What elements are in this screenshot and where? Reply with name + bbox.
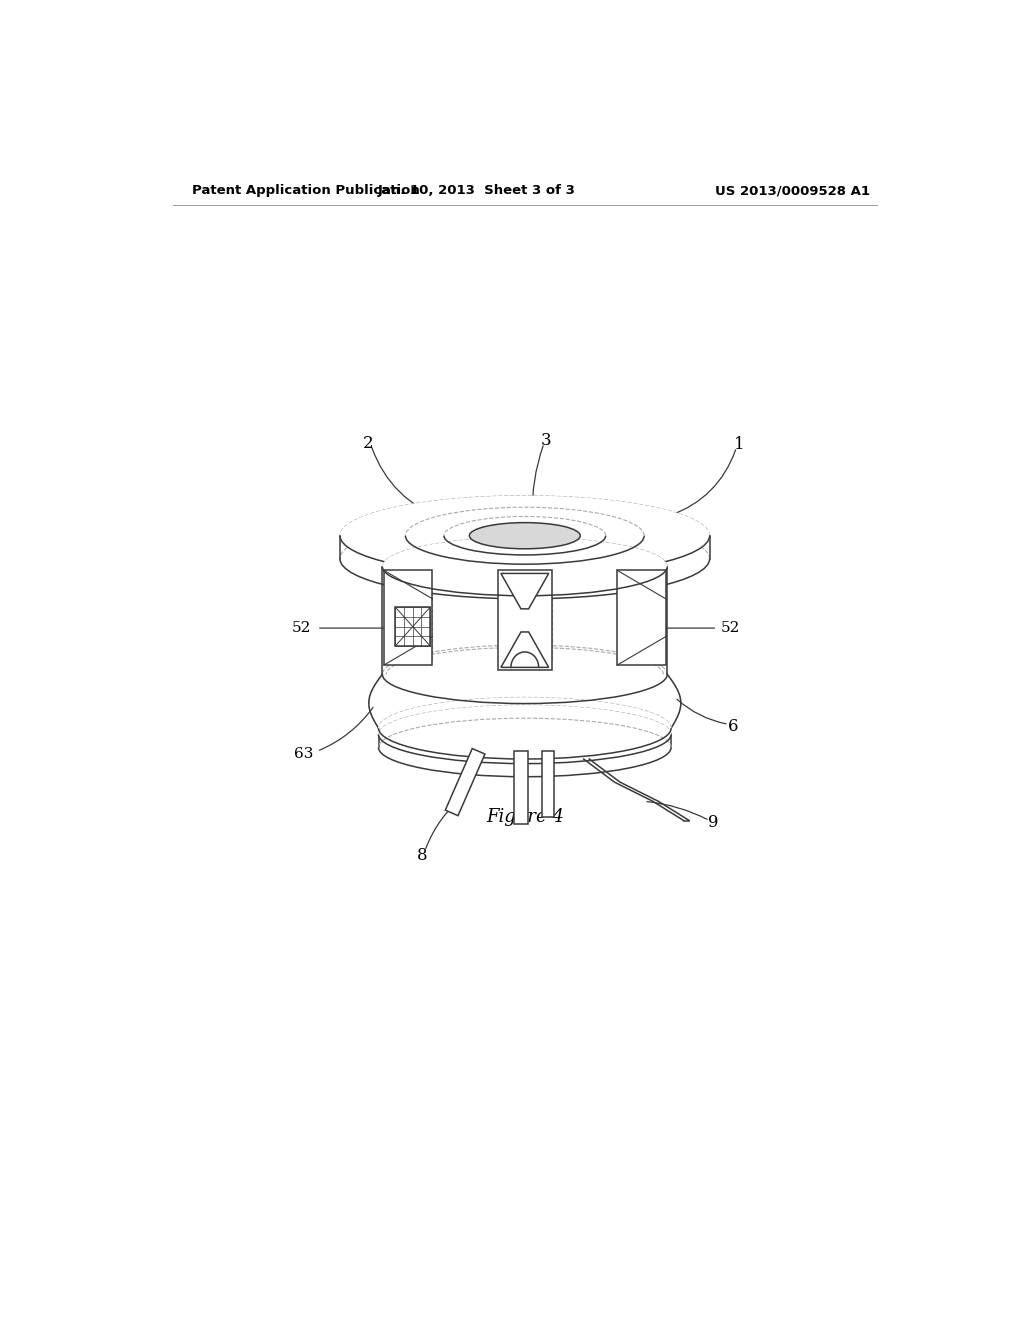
Text: Jan. 10, 2013  Sheet 3 of 3: Jan. 10, 2013 Sheet 3 of 3 [378,185,575,197]
Text: 6: 6 [727,718,738,735]
Polygon shape [617,570,666,665]
Ellipse shape [340,496,710,576]
Ellipse shape [469,523,581,549]
Polygon shape [501,632,549,668]
Bar [382,566,668,675]
Text: 8: 8 [417,846,428,863]
Text: 52: 52 [721,622,740,635]
Text: Figure 4: Figure 4 [485,808,564,826]
Text: Patent Application Publication: Patent Application Publication [193,185,420,197]
Text: 52: 52 [292,622,310,635]
Text: 3: 3 [541,433,551,450]
Text: 9: 9 [709,814,719,832]
Ellipse shape [379,697,671,759]
Bar [395,607,430,645]
Ellipse shape [379,705,671,763]
Polygon shape [542,751,554,817]
Polygon shape [501,573,549,609]
Bar [498,570,552,671]
Ellipse shape [382,537,668,595]
Text: 63: 63 [294,747,313,760]
Text: 1: 1 [733,437,744,453]
Polygon shape [384,570,432,665]
Polygon shape [514,751,528,825]
Text: 2: 2 [364,434,374,451]
Text: US 2013/0009528 A1: US 2013/0009528 A1 [715,185,869,197]
Polygon shape [445,748,485,816]
